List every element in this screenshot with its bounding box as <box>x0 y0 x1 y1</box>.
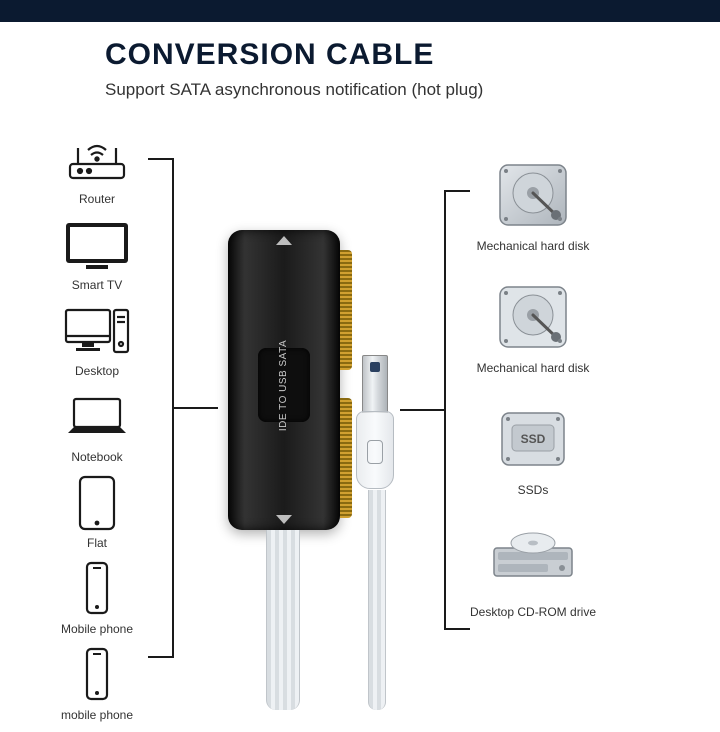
mobile-phone-2-icon <box>60 646 134 704</box>
usb-plug <box>356 355 396 495</box>
hdd-1-label: Mechanical hard disk <box>477 239 590 253</box>
list-item-smart-tv: Smart TV <box>60 216 134 292</box>
page-title: CONVERSION CABLE <box>105 38 434 72</box>
hdd-icon <box>488 155 578 235</box>
list-item-desktop: Desktop <box>60 302 134 378</box>
adapter-body: IDE TO USB SATA <box>228 230 340 530</box>
list-item-ssd: SSD SSDs <box>470 399 596 497</box>
usb-shell <box>356 411 394 489</box>
cable-usb <box>368 490 386 710</box>
ssd-icon: SSD <box>488 399 578 479</box>
router-icon <box>60 130 134 188</box>
cdrom-label: Desktop CD-ROM drive <box>470 605 596 619</box>
svg-text:SSD: SSD <box>521 432 546 446</box>
left-bracket <box>148 158 174 658</box>
list-item-hdd-1: Mechanical hard disk <box>470 155 596 253</box>
hdd-2-icon <box>488 277 578 357</box>
left-device-list: Router Smart TV <box>60 130 134 732</box>
notebook-label: Notebook <box>71 450 122 464</box>
cdrom-icon <box>488 521 578 601</box>
desktop-label: Desktop <box>75 364 119 378</box>
ide-pin-strip-top <box>340 250 352 370</box>
list-item-mobile-phone-2: mobile phone <box>60 646 134 722</box>
adapter-label-text: IDE TO USB SATA <box>279 339 290 430</box>
usb-metal-tip <box>362 355 388 413</box>
smart-tv-label: Smart TV <box>72 278 122 292</box>
list-item-cdrom: Desktop CD-ROM drive <box>470 521 596 619</box>
desktop-icon <box>60 302 134 360</box>
list-item-mobile-phone: Mobile phone <box>60 560 134 636</box>
flat-label: Flat <box>87 536 107 550</box>
list-item-notebook: Notebook <box>60 388 134 464</box>
list-item-flat: Flat <box>60 474 134 550</box>
adapter-label-slot: IDE TO USB SATA <box>258 348 310 422</box>
list-item-router: Router <box>60 130 134 206</box>
product-illustration: IDE TO USB SATA <box>228 210 408 670</box>
top-dark-strip <box>0 0 720 22</box>
right-bracket <box>444 190 470 630</box>
list-item-hdd-2: Mechanical hard disk <box>470 277 596 375</box>
notebook-icon <box>60 388 134 446</box>
router-label: Router <box>79 192 115 206</box>
smart-tv-icon <box>60 216 134 274</box>
page-subtitle: Support SATA asynchronous notification (… <box>105 80 483 100</box>
mobile-phone-label: Mobile phone <box>61 622 133 636</box>
hdd-2-label: Mechanical hard disk <box>477 361 590 375</box>
right-device-list: Mechanical hard disk Mechanical hard dis… <box>470 155 596 643</box>
cable-main <box>266 530 300 710</box>
mobile-phone-icon <box>60 560 134 618</box>
ide-pin-strip-bottom <box>340 398 352 518</box>
tablet-icon <box>60 474 134 532</box>
ssd-label: SSDs <box>518 483 549 497</box>
